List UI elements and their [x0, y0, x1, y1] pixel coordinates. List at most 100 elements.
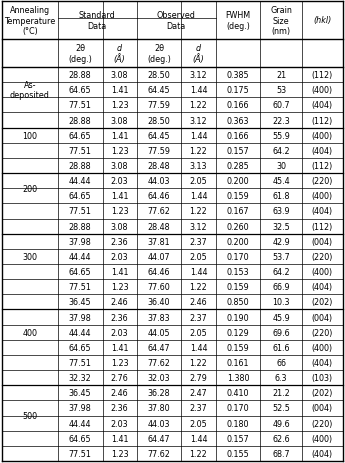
Text: 1.23: 1.23: [111, 146, 128, 156]
Text: 3.08: 3.08: [111, 222, 128, 231]
Text: 28.88: 28.88: [69, 222, 91, 231]
Text: 1.380: 1.380: [227, 373, 249, 382]
Text: 28.48: 28.48: [148, 162, 170, 171]
Text: 44.44: 44.44: [69, 328, 91, 337]
Text: 52.5: 52.5: [272, 404, 290, 413]
Text: (112): (112): [312, 222, 333, 231]
Text: 2.05: 2.05: [190, 419, 207, 428]
Text: (400): (400): [312, 343, 333, 352]
Text: 45.4: 45.4: [272, 177, 290, 186]
Text: 0.260: 0.260: [227, 222, 249, 231]
Text: 63.9: 63.9: [272, 207, 290, 216]
Text: 44.44: 44.44: [69, 177, 91, 186]
Text: 6.3: 6.3: [275, 373, 287, 382]
Text: 2.76: 2.76: [111, 373, 128, 382]
Text: 0.155: 0.155: [227, 449, 249, 458]
Text: 0.175: 0.175: [227, 86, 249, 95]
Text: 1.41: 1.41: [111, 86, 128, 95]
Text: 44.44: 44.44: [69, 252, 91, 261]
Text: 44.07: 44.07: [148, 252, 170, 261]
Text: 0.157: 0.157: [227, 434, 249, 443]
Text: 64.65: 64.65: [69, 434, 91, 443]
Text: 2.36: 2.36: [111, 313, 128, 322]
Text: Grain
Size
(nm): Grain Size (nm): [270, 6, 292, 36]
Text: 64.65: 64.65: [69, 192, 91, 201]
Text: 1.41: 1.41: [111, 434, 128, 443]
Text: (400): (400): [312, 268, 333, 276]
Text: 0.159: 0.159: [227, 192, 249, 201]
Text: 28.50: 28.50: [148, 71, 170, 80]
Text: 64.2: 64.2: [272, 146, 290, 156]
Text: 60.7: 60.7: [272, 101, 290, 110]
Text: 0.410: 0.410: [227, 388, 249, 397]
Text: 3.08: 3.08: [111, 116, 128, 125]
Text: 2.05: 2.05: [190, 252, 207, 261]
Text: 64.2: 64.2: [272, 268, 290, 276]
Text: 28.88: 28.88: [69, 162, 91, 171]
Text: (112): (112): [312, 116, 333, 125]
Text: 1.44: 1.44: [190, 268, 207, 276]
Text: (hkl): (hkl): [313, 17, 332, 25]
Text: 45.9: 45.9: [272, 313, 290, 322]
Text: 0.363: 0.363: [227, 116, 249, 125]
Text: 32.03: 32.03: [148, 373, 170, 382]
Text: 0.170: 0.170: [227, 252, 249, 261]
Text: (112): (112): [312, 71, 333, 80]
Text: 68.7: 68.7: [272, 449, 290, 458]
Text: 69.6: 69.6: [272, 328, 290, 337]
Text: 0.285: 0.285: [227, 162, 249, 171]
Text: As-
deposited: As- deposited: [10, 81, 50, 100]
Text: 0.157: 0.157: [227, 146, 249, 156]
Text: 0.153: 0.153: [227, 268, 249, 276]
Text: 49.6: 49.6: [272, 419, 290, 428]
Text: Standard
Data: Standard Data: [79, 11, 116, 31]
Text: 53: 53: [276, 86, 286, 95]
Text: 53.7: 53.7: [272, 252, 290, 261]
Text: 2θ
(deg.): 2θ (deg.): [147, 44, 171, 63]
Text: 1.23: 1.23: [111, 449, 128, 458]
Text: 64.46: 64.46: [148, 192, 170, 201]
Text: (404): (404): [312, 449, 333, 458]
Text: 77.51: 77.51: [69, 358, 91, 367]
Text: 21.2: 21.2: [272, 388, 290, 397]
Text: 0.190: 0.190: [227, 313, 249, 322]
Text: 3.08: 3.08: [111, 162, 128, 171]
Text: 1.44: 1.44: [190, 192, 207, 201]
Text: (400): (400): [312, 86, 333, 95]
Text: 77.60: 77.60: [148, 282, 170, 292]
Text: 28.48: 28.48: [148, 222, 170, 231]
Text: 44.03: 44.03: [148, 177, 170, 186]
Text: (220): (220): [312, 328, 333, 337]
Text: 36.40: 36.40: [148, 298, 170, 307]
Text: 2.05: 2.05: [190, 328, 207, 337]
Text: 3.08: 3.08: [111, 71, 128, 80]
Text: 28.88: 28.88: [69, 71, 91, 80]
Text: 0.200: 0.200: [227, 177, 249, 186]
Text: 64.46: 64.46: [148, 268, 170, 276]
Text: 1.41: 1.41: [111, 131, 128, 140]
Text: 1.44: 1.44: [190, 86, 207, 95]
Text: (220): (220): [312, 252, 333, 261]
Text: (404): (404): [312, 358, 333, 367]
Text: (004): (004): [312, 404, 333, 413]
Text: d
(Å): d (Å): [193, 44, 204, 64]
Text: 100: 100: [22, 131, 37, 140]
Text: 1.23: 1.23: [111, 282, 128, 292]
Text: 0.385: 0.385: [227, 71, 249, 80]
Text: 1.22: 1.22: [190, 449, 207, 458]
Text: FWHM
(deg.): FWHM (deg.): [225, 11, 250, 31]
Text: 64.45: 64.45: [148, 131, 170, 140]
Text: 64.47: 64.47: [148, 343, 170, 352]
Text: 0.166: 0.166: [227, 101, 249, 110]
Text: 0.180: 0.180: [227, 419, 249, 428]
Text: 77.51: 77.51: [69, 146, 91, 156]
Text: (004): (004): [312, 237, 333, 246]
Text: 2.46: 2.46: [111, 388, 128, 397]
Text: 44.03: 44.03: [148, 419, 170, 428]
Text: 64.45: 64.45: [148, 86, 170, 95]
Text: 2.47: 2.47: [190, 388, 207, 397]
Text: 2.03: 2.03: [111, 177, 128, 186]
Text: 77.62: 77.62: [148, 207, 170, 216]
Text: 3.12: 3.12: [190, 222, 207, 231]
Text: 0.170: 0.170: [227, 404, 249, 413]
